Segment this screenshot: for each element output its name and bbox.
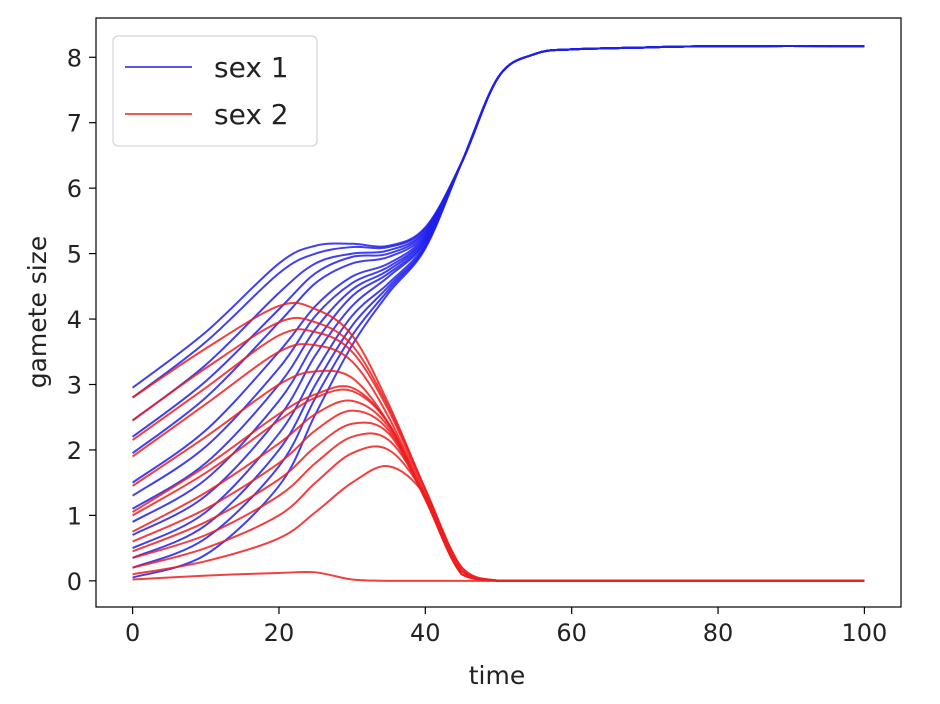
x-axis: 0 20 40 60 80 100 xyxy=(125,607,887,647)
y-axis: 0 1 2 3 4 5 6 7 8 xyxy=(67,44,96,596)
y-tick-label: 5 xyxy=(67,241,82,269)
y-tick-label: 2 xyxy=(67,437,82,465)
x-tick-label: 60 xyxy=(556,619,587,647)
x-tick-label: 40 xyxy=(410,619,441,647)
y-tick-label: 8 xyxy=(67,44,82,72)
y-tick-label: 4 xyxy=(67,306,82,334)
x-tick-label: 100 xyxy=(842,619,888,647)
y-axis-label: gamete size xyxy=(23,236,52,389)
series-line-sex-2 xyxy=(132,570,865,582)
legend-label-sex-2: sex 2 xyxy=(214,98,289,131)
legend: sex 1 sex 2 xyxy=(112,35,318,147)
x-axis-label: time xyxy=(469,661,525,690)
y-tick-label: 3 xyxy=(67,371,82,399)
x-tick-label: 20 xyxy=(264,619,295,647)
y-tick-label: 1 xyxy=(67,502,82,530)
plot-frame xyxy=(95,17,902,608)
legend-box xyxy=(112,35,318,147)
x-tick-label: 80 xyxy=(703,619,734,647)
x-tick-label: 0 xyxy=(125,619,140,647)
y-tick-label: 7 xyxy=(67,110,82,138)
y-tick-label: 6 xyxy=(67,175,82,203)
legend-label-sex-1: sex 1 xyxy=(214,51,289,84)
series-line-sex-1 xyxy=(132,45,865,579)
series-layer xyxy=(131,45,865,582)
y-tick-label: 0 xyxy=(67,568,82,596)
